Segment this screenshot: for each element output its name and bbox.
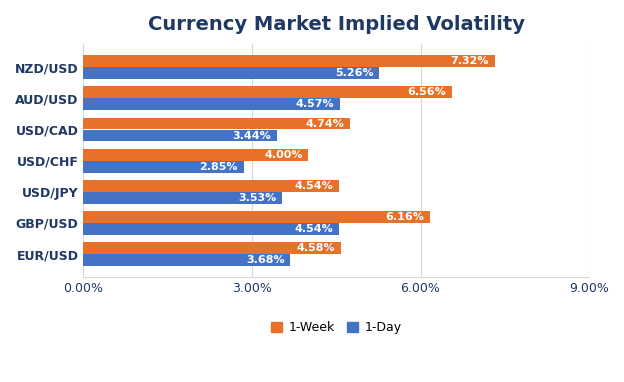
Bar — [84, 55, 495, 67]
Bar — [84, 161, 243, 173]
Bar — [84, 67, 379, 79]
Bar — [84, 192, 282, 204]
Bar — [84, 254, 290, 266]
Bar — [84, 86, 452, 98]
Text: 3.53%: 3.53% — [238, 193, 276, 203]
Legend: 1-Week, 1-Day: 1-Week, 1-Day — [266, 316, 407, 340]
Text: 4.57%: 4.57% — [296, 99, 334, 109]
Text: 4.74%: 4.74% — [305, 118, 344, 128]
Title: Currency Market Implied Volatility: Currency Market Implied Volatility — [148, 15, 525, 34]
Text: 4.00%: 4.00% — [264, 150, 303, 160]
Text: 5.26%: 5.26% — [334, 68, 373, 78]
Bar — [84, 129, 276, 141]
Text: 3.44%: 3.44% — [232, 131, 271, 141]
Bar — [84, 223, 339, 235]
Text: 7.32%: 7.32% — [451, 56, 489, 66]
Text: 4.54%: 4.54% — [294, 181, 333, 191]
Text: 6.56%: 6.56% — [407, 87, 446, 97]
Bar — [84, 149, 308, 160]
Text: 6.16%: 6.16% — [385, 212, 424, 222]
Bar — [84, 99, 340, 110]
Bar — [84, 242, 341, 254]
Text: 4.58%: 4.58% — [296, 243, 335, 253]
Bar — [84, 118, 350, 129]
Text: 3.68%: 3.68% — [246, 255, 285, 265]
Text: 4.54%: 4.54% — [294, 224, 333, 234]
Bar — [84, 180, 339, 192]
Bar — [84, 211, 429, 223]
Text: 2.85%: 2.85% — [200, 162, 238, 172]
